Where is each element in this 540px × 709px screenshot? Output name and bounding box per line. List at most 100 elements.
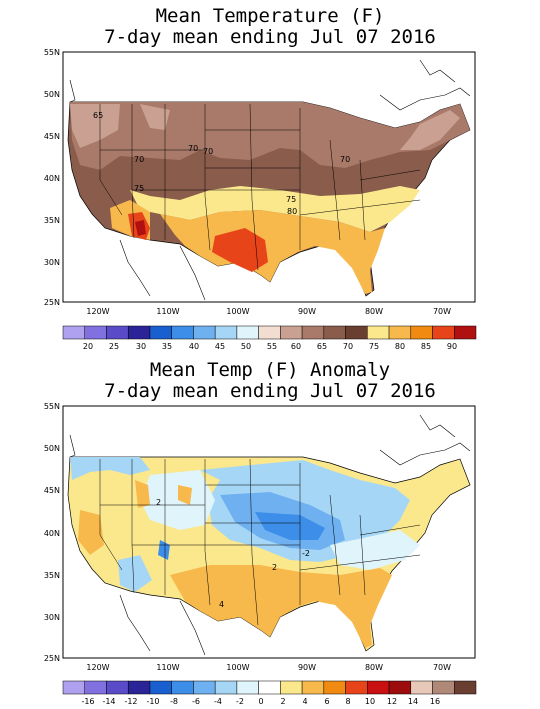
lat-label: 25N [44, 298, 60, 307]
panel1-zone-85 [128, 212, 268, 272]
lon-label: 100W [226, 663, 249, 672]
legend-label: -10 [146, 697, 159, 706]
legend-swatch [214, 325, 238, 340]
legend-swatch [106, 325, 129, 340]
panel2-contour-label: 2 [272, 563, 277, 572]
legend-swatch [127, 680, 151, 695]
legend-swatch [258, 680, 281, 695]
legend-label: 2 [280, 697, 285, 706]
panel1-color-legend [62, 325, 477, 340]
panel2-zone-0 [140, 470, 420, 570]
legend-label: -2 [236, 697, 244, 706]
legend-label: 85 [421, 342, 431, 351]
lon-label: 120W [86, 663, 109, 672]
legend-label: 6 [324, 697, 329, 706]
panel2-legend-labels: -16 -14 -12 -10 -8 -6 -4 -2 0 2 4 6 8 10… [81, 697, 440, 706]
legend-swatch [280, 680, 303, 695]
legend-swatch [214, 680, 238, 695]
legend-label: 20 [83, 342, 93, 351]
panel1-legend-labels: 20 25 30 35 40 45 50 55 60 65 70 75 80 8… [83, 342, 457, 351]
legend-label: 4 [302, 697, 307, 706]
lat-label: 35N [44, 571, 60, 580]
legend-label: 55 [267, 342, 277, 351]
legend-label: 10 [365, 697, 375, 706]
panel1-title-line2: 7-day mean ending Jul 07 2016 [104, 26, 436, 48]
panel1-contour-label: 65 [93, 111, 103, 120]
panel1-contour-label: 70 [340, 155, 350, 164]
panel2-state-lines [99, 458, 421, 626]
legend-swatch [301, 680, 325, 695]
legend-swatch [171, 680, 194, 695]
legend-swatch [106, 680, 129, 695]
legend-label: 70 [343, 342, 353, 351]
lat-label: 45N [44, 486, 60, 495]
legend-swatch [388, 680, 412, 695]
legend-swatch [193, 325, 216, 340]
panel1-title-line1: Mean Temperature (F) [155, 5, 385, 27]
panel2-lon-labels: 120W 110W 100W 90W 80W 70W [86, 663, 451, 672]
legend-label: 50 [241, 342, 251, 351]
legend-swatch [301, 325, 325, 340]
lon-label: 70W [433, 307, 451, 316]
lon-label: 110W [156, 307, 179, 316]
panel1-contour-label: 75 [134, 184, 144, 193]
panel1-contour-label: 70 [203, 147, 213, 156]
legend-label: 14 [408, 697, 418, 706]
legend-swatch [236, 325, 259, 340]
legend-label: -12 [124, 697, 137, 706]
legend-swatch [62, 325, 85, 340]
panel1-zone-90 [135, 220, 146, 236]
panel1-zone-60 [70, 104, 460, 150]
panel1-contour-label: 70 [134, 155, 144, 164]
legend-label: -8 [170, 697, 178, 706]
lat-label: 50N [44, 90, 60, 99]
legend-swatch [62, 680, 85, 695]
panel2-zone-pos4 [78, 510, 392, 648]
legend-swatch [323, 680, 346, 695]
legend-label: 80 [395, 342, 405, 351]
legend-label: 8 [345, 697, 350, 706]
lat-label: 25N [44, 654, 60, 663]
panel2-contour-labels: 2 4 -2 2 [156, 498, 310, 609]
panel2-zone-neg6 [158, 512, 325, 560]
legend-label: 60 [291, 342, 301, 351]
legend-label: -6 [192, 697, 200, 706]
legend-label: 90 [447, 342, 457, 351]
panel2-contour-label: 2 [156, 498, 161, 507]
panel1-contour-labels: 65 70 70 70 70 75 75 80 [93, 111, 350, 216]
panel2-zone-pos2-west [135, 480, 192, 508]
panel1-contour-label: 70 [188, 144, 198, 153]
panel2-map [62, 405, 476, 659]
lon-label: 120W [86, 307, 109, 316]
panel2-title-line1: Mean Temp (F) Anomaly [149, 359, 391, 381]
panel1-contour-label: 75 [286, 195, 296, 204]
legend-label: 30 [136, 342, 146, 351]
legend-swatch [84, 325, 107, 340]
legend-swatch [454, 325, 477, 340]
panel2-borders [69, 414, 471, 656]
panel1-borders [69, 59, 471, 301]
legend-label: 0 [258, 697, 263, 706]
legend-swatch [236, 680, 259, 695]
panel1-zone-65 [70, 102, 470, 170]
lat-label: 40N [44, 529, 60, 538]
legend-swatch [432, 680, 455, 695]
panel1-contour-label: 80 [287, 207, 297, 216]
lon-label: 100W [226, 307, 249, 316]
lat-label: 55N [44, 402, 60, 411]
lat-label: 30N [44, 258, 60, 267]
legend-label: 16 [430, 697, 440, 706]
legend-swatch [454, 680, 477, 695]
legend-swatch [84, 680, 107, 695]
legend-label: 40 [189, 342, 199, 351]
lat-label: 40N [44, 174, 60, 183]
legend-label: -14 [102, 697, 115, 706]
lat-label: 30N [44, 613, 60, 622]
panel2-title-line2: 7-day mean ending Jul 07 2016 [104, 380, 436, 402]
panel1-state-lines [99, 103, 421, 271]
panel2-contour-label: 4 [219, 600, 224, 609]
legend-swatch [410, 325, 433, 340]
lon-label: 80W [365, 307, 383, 316]
legend-swatch [367, 325, 390, 340]
legend-label: 75 [369, 342, 379, 351]
